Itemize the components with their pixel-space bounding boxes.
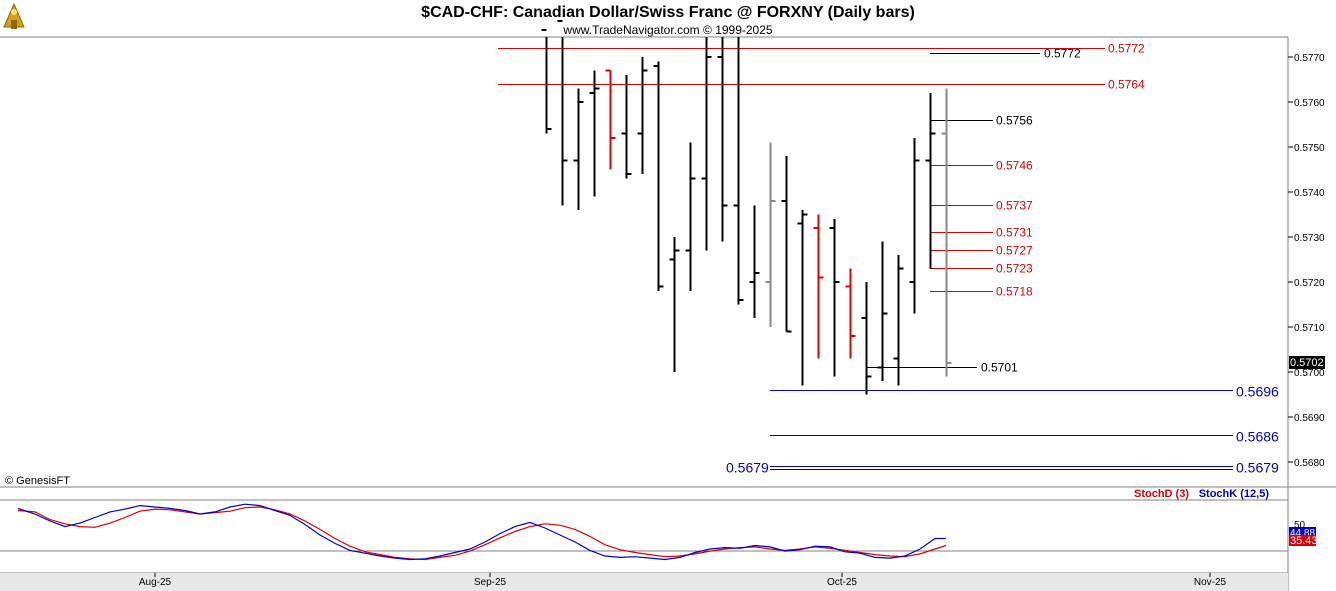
price-tick-label-2: 0.5750 (1294, 143, 1325, 154)
stochd-last-badge (1289, 535, 1316, 546)
ohlc-bar-17 (813, 214, 824, 359)
last-price-value: 0.5702 (1290, 357, 1324, 369)
time-axis-band (0, 573, 1288, 591)
genesis-watermark: © GenesisFT (5, 475, 70, 487)
stochk-last-value: 44.88 (1290, 528, 1315, 539)
price-tick-label-8: 0.5690 (1294, 413, 1325, 424)
level-label-left: 0.5679 (726, 460, 769, 476)
ohlc-bar-1 (557, 20, 568, 206)
level-label-5: 0.5737 (996, 199, 1033, 213)
time-tick-label-0: Aug-25 (139, 577, 172, 588)
level-label-12: 0.5686 (1236, 429, 1279, 445)
level-label-8: 0.5723 (996, 262, 1033, 276)
ohlc-bar-20 (861, 282, 872, 395)
ohlc-bar-12 (733, 37, 744, 305)
price-tick-label-4: 0.5730 (1294, 233, 1325, 244)
level-label-6: 0.5731 (996, 226, 1033, 240)
last-price-badge (1289, 356, 1325, 369)
price-tick-label-1: 0.5760 (1294, 98, 1325, 109)
stochd-legend: StochD (3) (1134, 488, 1189, 500)
level-label-7: 0.5727 (996, 244, 1033, 258)
level-label-4: 0.5746 (996, 159, 1033, 173)
price-bars (541, 20, 952, 395)
ohlc-bar-14 (765, 142, 776, 327)
logo-icon (3, 2, 25, 29)
ohlc-bar-11 (717, 37, 728, 242)
ohlc-bar-0 (541, 29, 552, 134)
level-label-13: 0.5679 (1236, 460, 1279, 476)
ohlc-bar-4 (605, 69, 616, 170)
level-label-9: 0.5718 (996, 285, 1033, 299)
ohlc-bar-7 (653, 61, 664, 291)
ohlc-bar-5 (621, 75, 632, 179)
ohlc-bar-18 (829, 219, 840, 377)
price-tick-label-7: 0.5700 (1294, 368, 1325, 379)
time-tick-label-2: Oct-25 (827, 577, 857, 588)
price-tick-label-6: 0.5710 (1294, 323, 1325, 334)
price-tick-label-0: 0.5770 (1294, 53, 1325, 64)
ohlc-bar-10 (701, 37, 712, 251)
ohlc-bar-16 (797, 210, 808, 386)
price-axis: 0.5770 0.5760 0.5750 0.5740 0.5730 0.5720 0.57… (1288, 53, 1325, 469)
ohlc-bar-24 (925, 93, 936, 269)
stochd-last-value: 35.43 (1290, 535, 1318, 547)
ohlc-bar-21 (877, 241, 888, 381)
stochk-legend: StochK (12,5) (1199, 488, 1270, 500)
time-axis: Aug-25 Sep-25 Oct-25 Nov-25 (139, 573, 1227, 588)
stoch-series-0 (17, 506, 947, 561)
time-tick-label-1: Sep-25 (474, 577, 507, 588)
level-label-11: 0.5696 (1236, 384, 1279, 400)
ohlc-bar-15 (781, 156, 792, 333)
level-label-1: 0.5772 (1044, 47, 1081, 61)
level-label-0: 0.5772 (1108, 42, 1145, 56)
stoch-series-1 (17, 503, 946, 561)
ohlc-bar-19 (845, 268, 856, 359)
ohlc-bar-9 (685, 142, 696, 291)
price-tick-label-5: 0.5720 (1294, 278, 1325, 289)
level-label-3: 0.5756 (996, 114, 1033, 128)
level-label-10: 0.5701 (981, 361, 1018, 375)
stoch-tick-50: 50 (1294, 520, 1306, 531)
ohlc-bar-22 (893, 255, 904, 386)
time-tick-label-3: Nov-25 (1194, 577, 1227, 588)
chart-title: $CAD-CHF: Canadian Dollar/Swiss Franc @ … (421, 4, 915, 21)
ohlc-bar-3 (589, 70, 600, 197)
ohlc-bar-25 (941, 88, 952, 377)
ohlc-bar-23 (909, 138, 920, 314)
chart-subtitle: www.TradeNavigator.com © 1999-2025 (562, 23, 772, 37)
price-tick-label-9: 0.5680 (1294, 458, 1325, 469)
stochastic-panel (17, 503, 947, 561)
price-tick-label-3: 0.5740 (1294, 188, 1325, 199)
stochk-last-badge (1289, 527, 1316, 537)
ohlc-bar-6 (637, 57, 648, 174)
ohlc-bar-8 (669, 237, 680, 372)
ohlc-bar-13 (749, 205, 760, 318)
level-lines: 0.5772 0.5772 0.5764 0.5756 0.5746 0.5737 0.57… (498, 42, 1279, 476)
ohlc-bar-2 (573, 88, 584, 210)
level-label-2: 0.5764 (1108, 78, 1145, 92)
